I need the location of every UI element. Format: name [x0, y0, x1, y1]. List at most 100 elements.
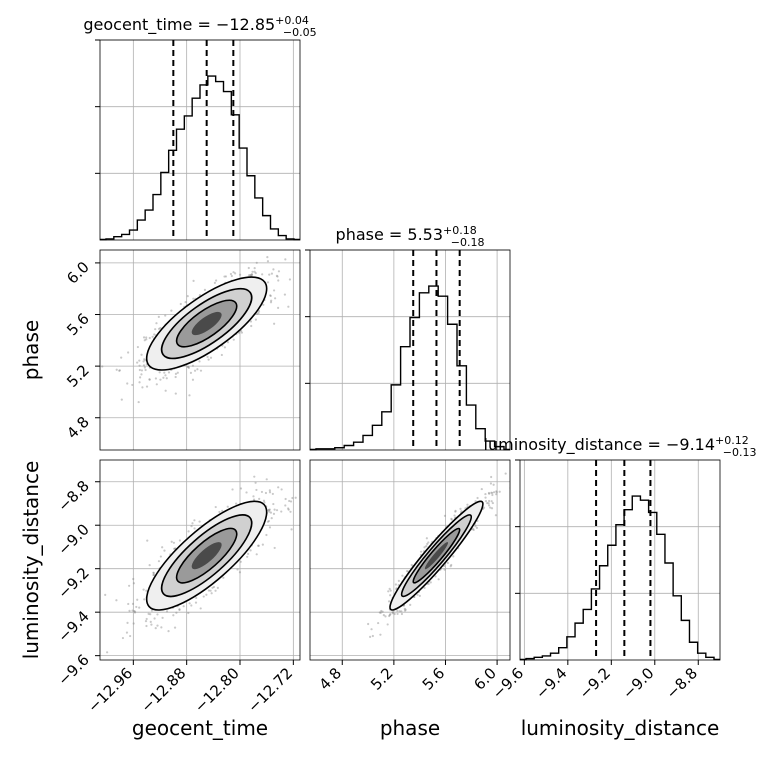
sample-point	[178, 608, 181, 611]
sample-point	[266, 520, 270, 523]
sample-point	[386, 623, 389, 626]
sample-point	[93, 386, 95, 388]
sample-point	[138, 359, 141, 362]
sample-point	[498, 490, 501, 493]
panel-frame	[99, 249, 301, 451]
sample-point	[118, 369, 121, 372]
sample-point	[271, 492, 274, 496]
ytick-label-phase: 4.8	[63, 413, 93, 443]
sample-point	[450, 517, 453, 520]
sample-point	[267, 509, 270, 512]
sample-point	[460, 510, 463, 513]
sample-point	[377, 621, 380, 625]
sample-point	[190, 604, 193, 607]
sample-point	[215, 279, 218, 282]
contour-core	[424, 542, 449, 570]
sample-point	[490, 500, 493, 503]
sample-point	[151, 335, 154, 338]
sample-point	[118, 369, 121, 372]
sample-point	[294, 496, 297, 499]
sample-point	[264, 491, 268, 495]
sample-point	[174, 372, 178, 375]
sample-point	[202, 595, 205, 598]
sample-point	[145, 589, 148, 592]
sample-point	[138, 368, 141, 372]
sample-point	[140, 353, 143, 356]
sample-point	[488, 492, 491, 495]
sample-point	[232, 271, 235, 274]
sample-point	[257, 544, 260, 547]
sample-point	[427, 582, 430, 586]
sample-point	[192, 297, 195, 300]
sample-point	[253, 266, 256, 270]
sample-point	[115, 599, 118, 602]
sample-point	[226, 341, 230, 344]
sample-point	[504, 472, 507, 475]
sample-point	[267, 519, 270, 523]
sample-point	[277, 306, 280, 309]
sample-point	[423, 586, 426, 589]
xtick-label-luminosity_distance: −9.2	[576, 664, 614, 702]
sample-point	[224, 275, 227, 278]
sample-point	[148, 564, 151, 567]
sample-point	[165, 377, 168, 380]
sample-point	[167, 371, 171, 374]
sample-point	[254, 318, 257, 321]
sample-point	[160, 626, 163, 629]
scatter-panel-geocent_time-phase	[93, 249, 301, 451]
sample-point	[164, 314, 167, 317]
sample-point	[269, 294, 272, 298]
density-contours	[389, 500, 484, 611]
sample-point	[170, 540, 173, 543]
sample-point	[265, 478, 268, 481]
sample-point	[401, 574, 404, 577]
sample-point	[284, 504, 287, 507]
sample-point	[246, 555, 249, 558]
sample-point	[453, 514, 456, 517]
sample-point	[404, 608, 407, 611]
sample-point	[288, 278, 292, 281]
sample-point	[125, 631, 129, 634]
sample-point	[452, 555, 455, 558]
sample-point	[172, 614, 175, 617]
sample-point	[139, 376, 142, 379]
sample-point	[257, 311, 260, 315]
sample-point	[252, 495, 255, 498]
sample-point	[260, 490, 264, 494]
sample-point	[247, 266, 250, 270]
sample-point	[268, 489, 271, 492]
sample-point	[209, 589, 212, 592]
sample-point	[379, 633, 382, 636]
sample-point	[165, 610, 169, 613]
sample-point	[266, 256, 269, 259]
sample-point	[249, 320, 253, 323]
sample-point	[262, 303, 265, 306]
sample-point	[416, 593, 419, 596]
sample-point	[186, 365, 189, 369]
sample-point	[450, 563, 453, 567]
ytick-label-luminosity_distance: −9.6	[54, 651, 92, 689]
sample-point	[249, 549, 252, 552]
sample-point	[253, 270, 256, 273]
sample-point	[152, 573, 156, 576]
sample-point	[128, 584, 131, 587]
sample-point	[138, 606, 141, 609]
sample-point	[283, 293, 287, 296]
sample-point	[403, 609, 407, 612]
sample-point	[149, 613, 152, 616]
sample-point	[172, 541, 176, 544]
sample-point	[193, 369, 197, 372]
sample-point	[120, 356, 123, 359]
sample-point	[212, 585, 216, 589]
yaxis-label-phase: phase	[19, 320, 43, 380]
histogram-luminosity_distance	[520, 495, 720, 661]
sample-point	[231, 488, 234, 491]
density-contours	[145, 276, 268, 371]
sample-point	[120, 398, 123, 401]
sample-point	[252, 498, 256, 501]
sample-point	[268, 510, 271, 513]
sample-point	[476, 496, 479, 500]
sample-point	[156, 624, 159, 627]
sample-point	[250, 273, 254, 276]
sample-point	[425, 537, 428, 540]
